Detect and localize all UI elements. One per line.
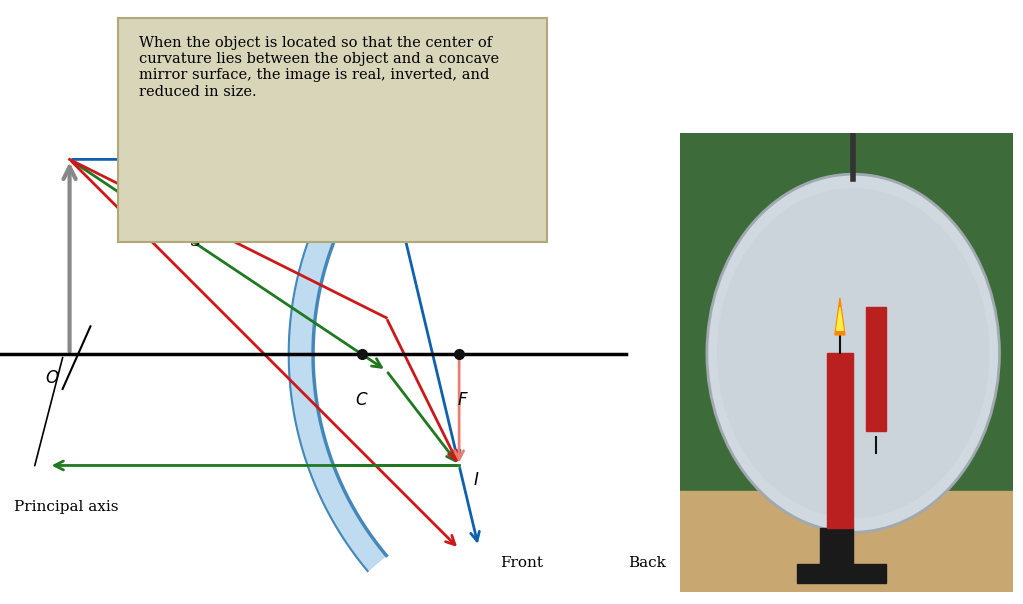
Text: $C$: $C$	[355, 393, 368, 410]
Text: Front: Front	[500, 556, 543, 570]
Text: $I$: $I$	[474, 472, 480, 489]
Polygon shape	[835, 298, 845, 335]
Polygon shape	[837, 307, 843, 330]
Text: When the object is located so that the center of
curvature lies between the obje: When the object is located so that the c…	[139, 36, 499, 98]
Ellipse shape	[717, 188, 989, 518]
Polygon shape	[288, 137, 387, 571]
Text: Principal axis: Principal axis	[14, 500, 119, 514]
Polygon shape	[680, 133, 1013, 592]
Polygon shape	[827, 353, 853, 528]
Polygon shape	[866, 307, 886, 431]
Text: 2: 2	[217, 191, 228, 208]
Polygon shape	[680, 491, 1013, 592]
Polygon shape	[820, 528, 853, 564]
Text: $F$: $F$	[456, 393, 469, 410]
Text: 1: 1	[238, 132, 249, 149]
Text: 3: 3	[189, 233, 201, 250]
Text: Back: Back	[628, 556, 666, 570]
Text: $O$: $O$	[45, 370, 59, 387]
Polygon shape	[797, 564, 886, 583]
Ellipse shape	[707, 174, 999, 532]
